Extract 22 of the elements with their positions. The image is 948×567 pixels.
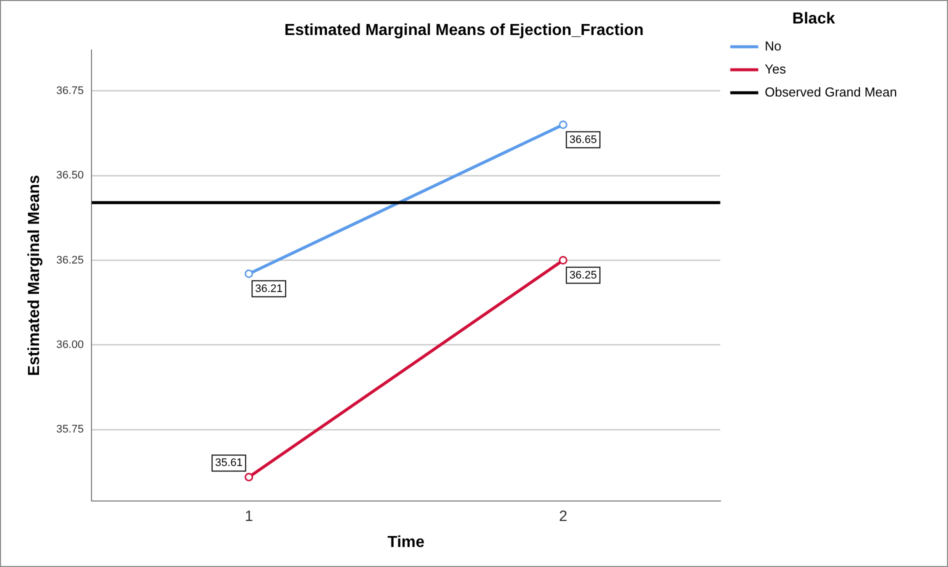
legend-label: Yes <box>764 61 786 76</box>
y-tick-label: 36.50 <box>56 170 84 182</box>
x-axis-title: Time <box>387 534 425 551</box>
data-label: 36.21 <box>255 282 283 295</box>
data-label: 36.65 <box>569 134 597 146</box>
chart-title: Estimated Marginal Means of Ejection_Fraction <box>284 22 644 40</box>
y-tick-label: 36.00 <box>56 338 84 351</box>
y-tick-label: 35.75 <box>56 424 84 436</box>
data-label: 35.61 <box>215 457 243 470</box>
point <box>244 472 254 482</box>
point <box>558 120 568 129</box>
point <box>558 256 568 265</box>
y-tick-label: 36.75 <box>56 84 84 97</box>
point <box>244 270 254 278</box>
y-axis-title: Estimated Marginal Means <box>26 174 44 376</box>
x-tick-label: 1 <box>244 508 254 525</box>
legend-title: Black <box>792 10 836 28</box>
data-label: 36.25 <box>569 269 597 282</box>
x-tick-label: 2 <box>558 508 568 525</box>
legend-label: Observed Grand Mean <box>764 84 897 100</box>
legend-label: No <box>764 38 782 54</box>
y-tick-label: 36.25 <box>56 254 84 266</box>
